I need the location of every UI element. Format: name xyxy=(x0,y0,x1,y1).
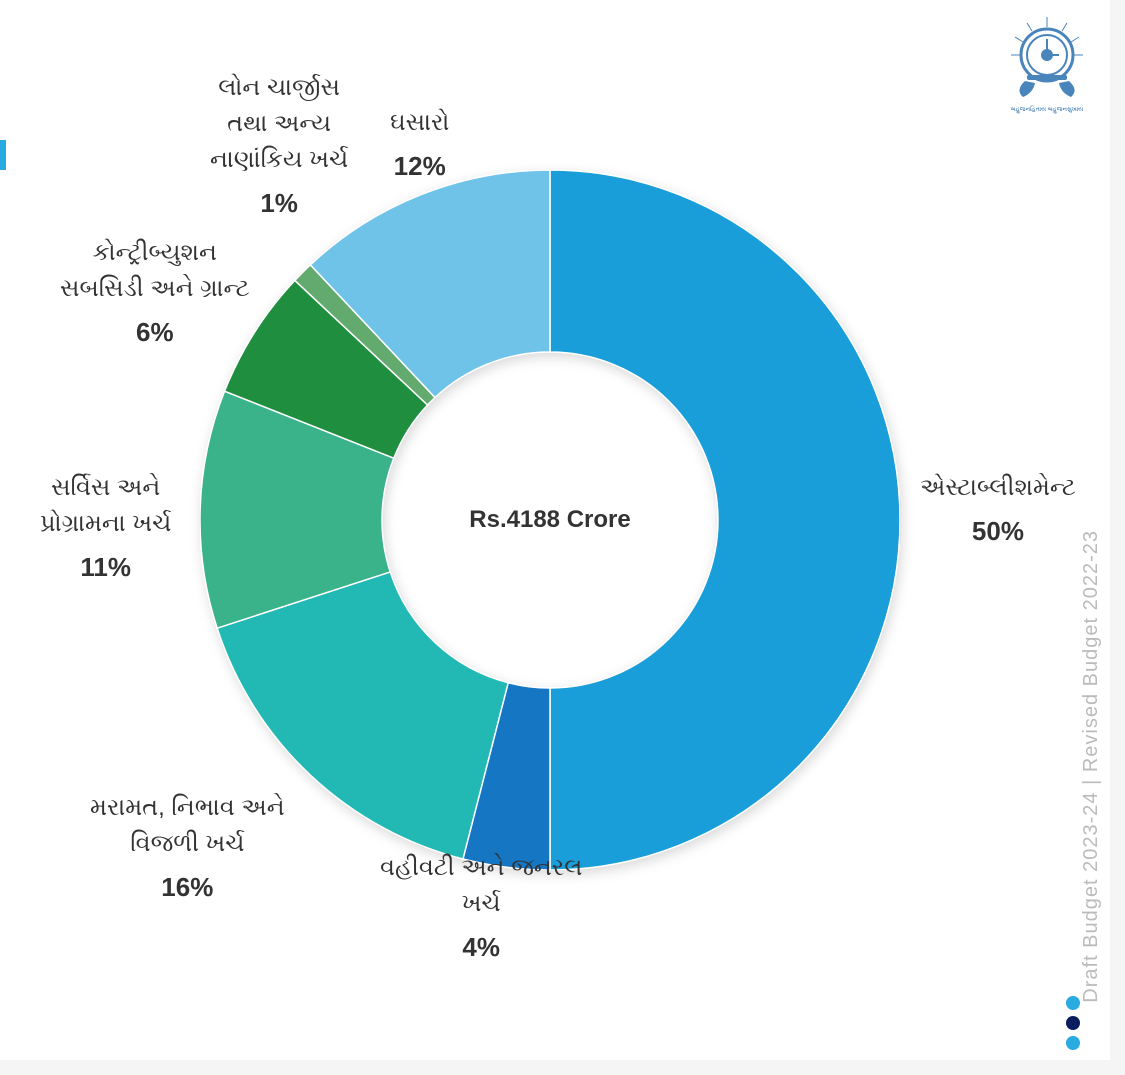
slice-pct-0: 50% xyxy=(920,512,1076,551)
pagination-dots xyxy=(1066,996,1080,1050)
org-logo: બહુજનહિતાય બહુજનસુખાય xyxy=(1005,15,1090,115)
dot-1 xyxy=(1066,996,1080,1010)
sidebar-watermark: Draft Budget 2023-24 | Revised Budget 20… xyxy=(1081,530,1104,1003)
slice-label-text-6: ઘસારો xyxy=(390,105,449,141)
dot-3 xyxy=(1066,1036,1080,1050)
slice-label-0: એસ્ટાબ્લીશમેન્ટ 50% xyxy=(920,470,1076,551)
slice-label-2: મરામત, નિભાવ અનેવિજળી ખર્ચ 16% xyxy=(90,790,285,907)
slice-label-text-2: મરામત, નિભાવ અનેવિજળી ખર્ચ xyxy=(90,790,285,862)
slice-pct-6: 12% xyxy=(390,147,449,186)
slice-pct-3: 11% xyxy=(40,548,171,587)
slice-label-6: ઘસારો 12% xyxy=(390,105,449,186)
slice-label-text-5: લોન ચાર્જીસતથા અન્યનાણાંકિય ખર્ચ xyxy=(210,70,348,178)
logo-caption: બહુજનહિતાય બહુજનસુખાય xyxy=(1011,105,1083,114)
slice-label-5: લોન ચાર્જીસતથા અન્યનાણાંકિય ખર્ચ 1% xyxy=(210,70,348,223)
slice-pct-2: 16% xyxy=(90,868,285,907)
slice-label-text-0: એસ્ટાબ્લીશમેન્ટ xyxy=(920,470,1076,506)
slice-label-text-4: કોન્ટ્રીબ્યુશનસબસિડી અને ગ્રાન્ટ xyxy=(60,235,250,307)
slice-pct-5: 1% xyxy=(210,184,348,223)
center-label: Rs.4188 Crore xyxy=(469,506,630,534)
slice-pct-4: 6% xyxy=(60,313,250,352)
chart-panel: બહુજનહિતાય બહુજનસુખાય Rs.4188 Crore એસ્ટ… xyxy=(0,0,1110,1060)
slice-label-4: કોન્ટ્રીબ્યુશનસબસિડી અને ગ્રાન્ટ 6% xyxy=(60,235,250,352)
slice-label-text-3: સર્વિસ અનેપ્રોગ્રામના ખર્ચ xyxy=(40,470,171,542)
slice-pct-1: 4% xyxy=(380,928,582,967)
donut-chart: Rs.4188 Crore xyxy=(200,170,900,870)
left-accent-bar xyxy=(0,140,6,170)
slice-label-3: સર્વિસ અનેપ્રોગ્રામના ખર્ચ 11% xyxy=(40,470,171,587)
slice-label-text-1: વહીવટી અને જનરલખર્ચ xyxy=(380,850,582,922)
slice-label-1: વહીવટી અને જનરલખર્ચ 4% xyxy=(380,850,582,967)
dot-2 xyxy=(1066,1016,1080,1030)
